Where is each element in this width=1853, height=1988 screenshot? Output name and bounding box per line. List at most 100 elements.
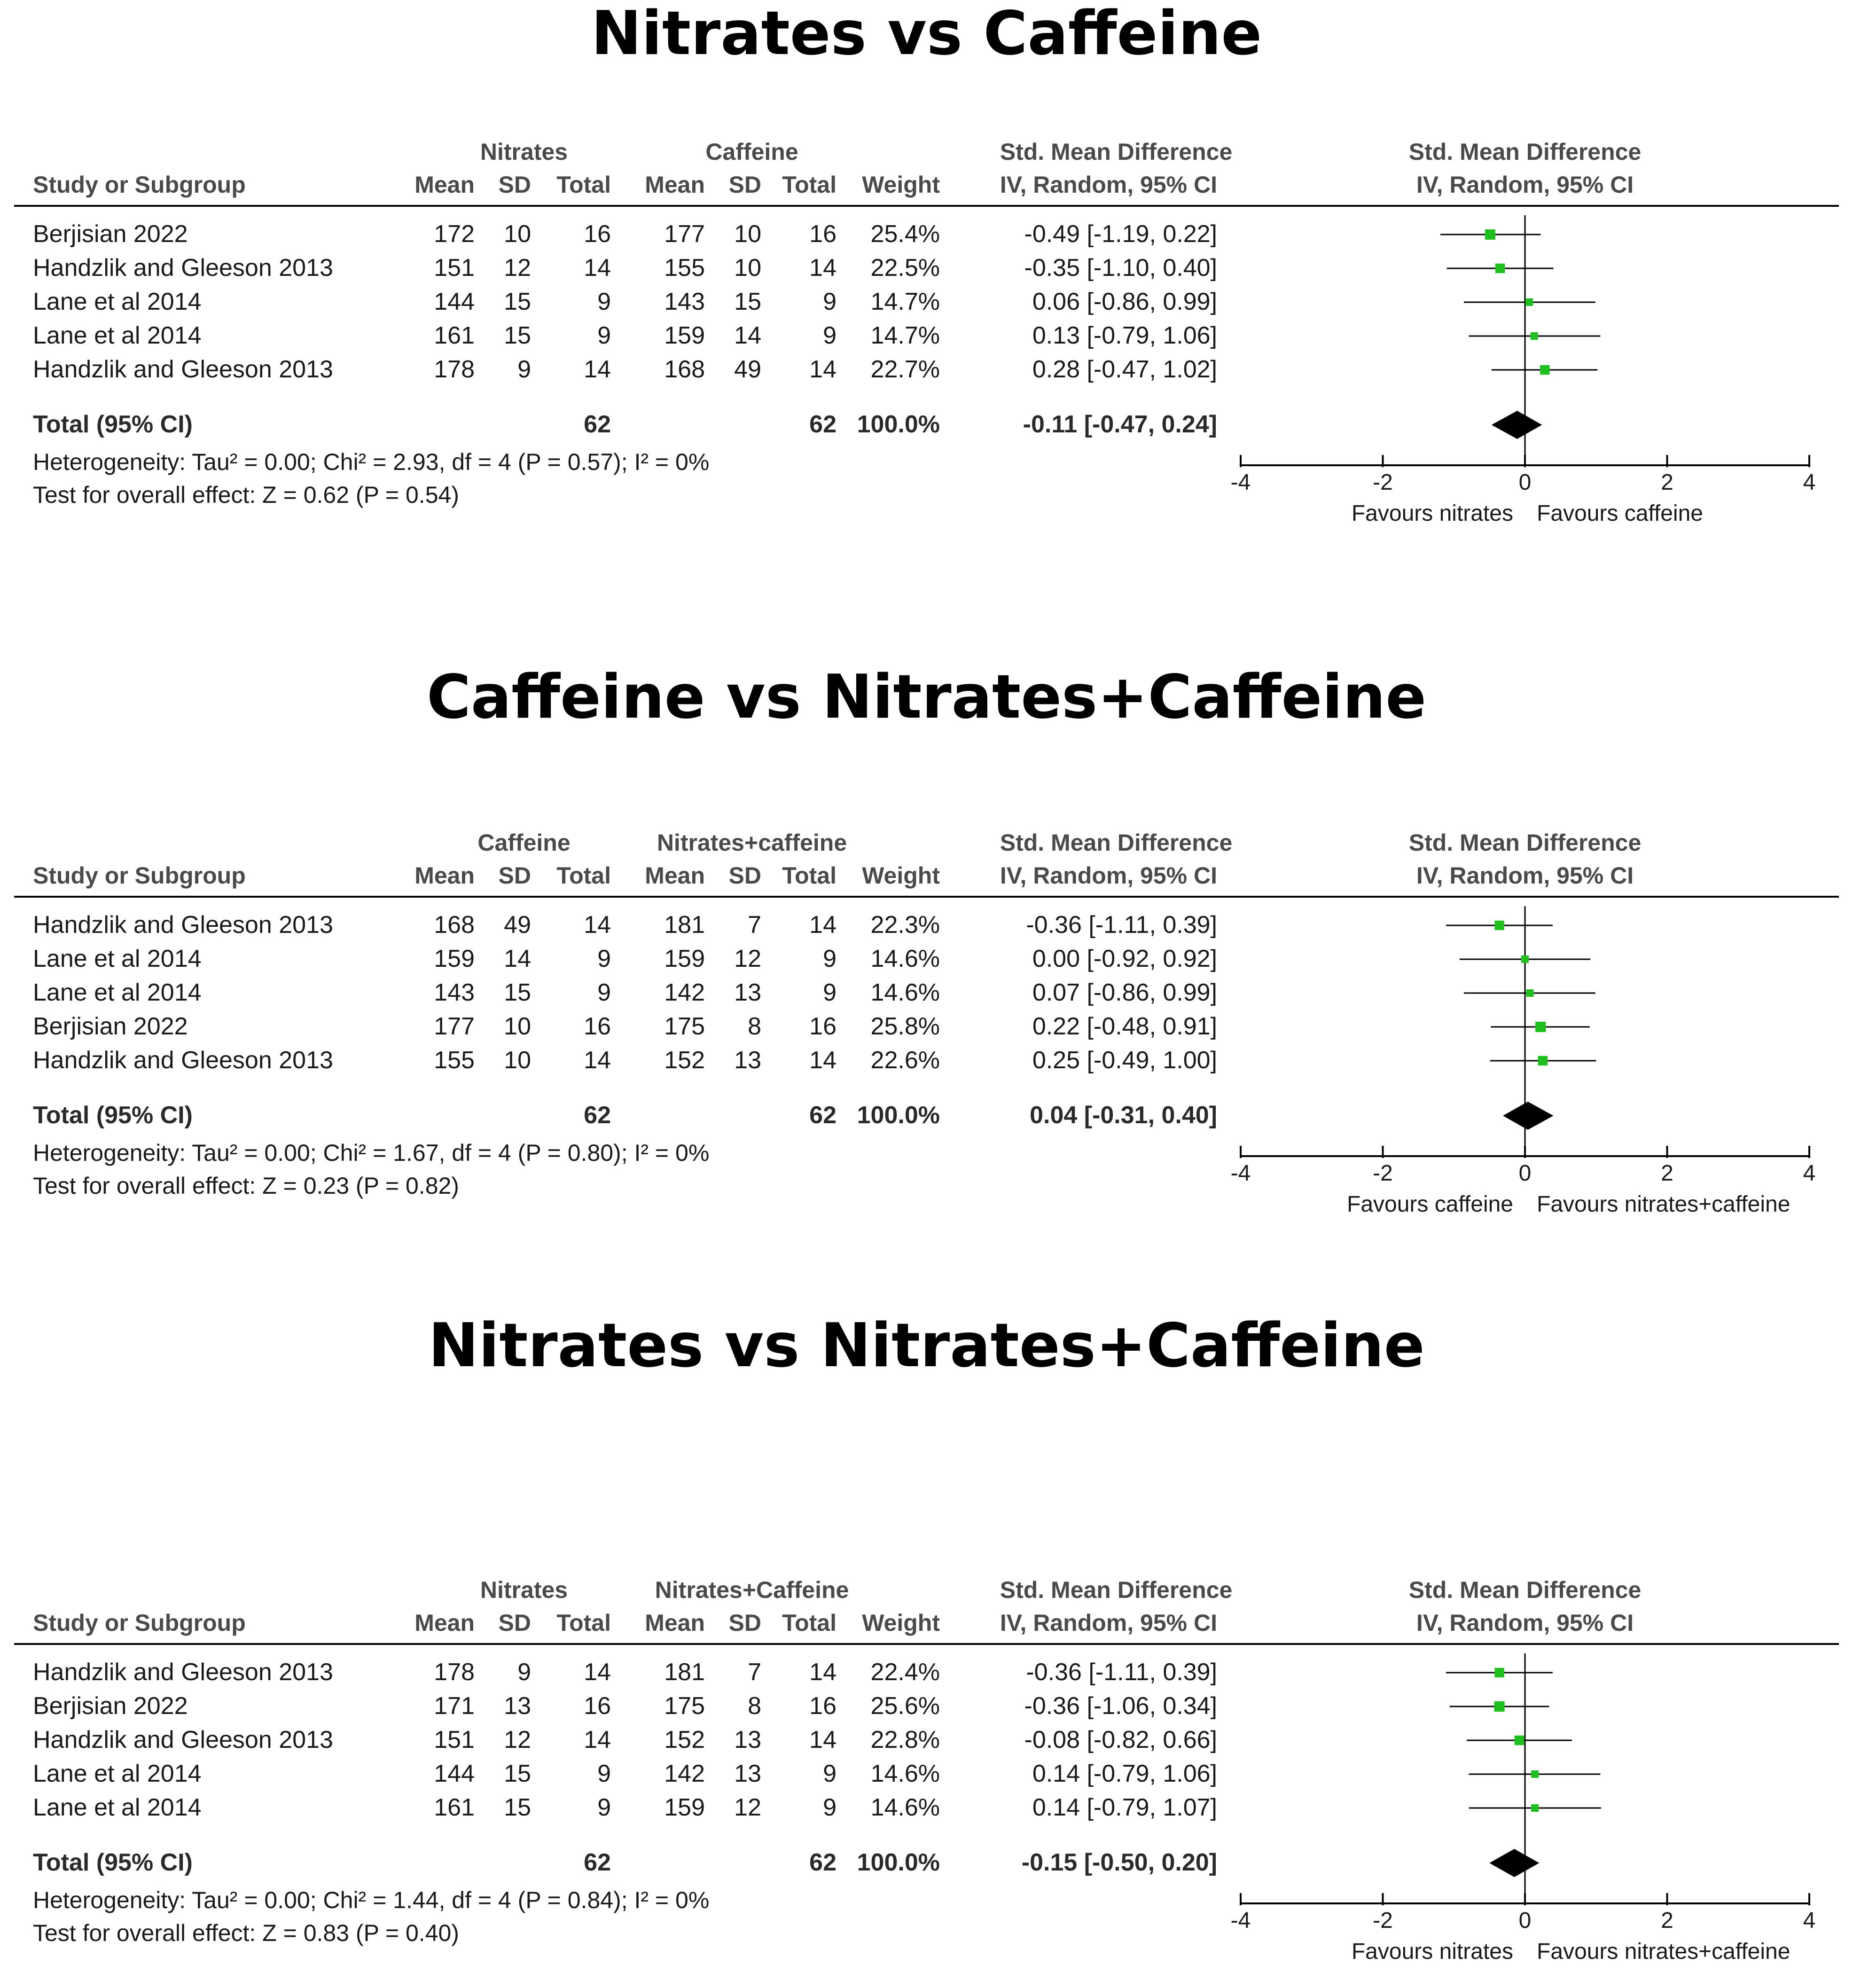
sd1-value: 9 (517, 1659, 531, 1686)
mean1-value: 143 (434, 979, 475, 1006)
ci-value: -0.36 [-1.11, 0.39] (1026, 1659, 1217, 1686)
mean1-value: 144 (434, 1760, 475, 1787)
x-tick-label: -2 (1373, 470, 1393, 495)
study-marker (1485, 229, 1495, 240)
weight-value: 14.6% (871, 1794, 940, 1821)
chart-title-3: Nitrates vs Nitrates+Caffeine (428, 1311, 1425, 1381)
ci-value: -0.49 [-1.19, 0.22] (1024, 220, 1218, 248)
weight-value: 22.5% (871, 254, 940, 282)
total1-value: 14 (584, 254, 611, 282)
x-tick-label: 0 (1519, 1161, 1532, 1186)
sd2-value: 12 (734, 1794, 761, 1821)
total2-value: 14 (809, 356, 837, 383)
sd1-value: 13 (504, 1692, 531, 1720)
sd2-col-header: SD (729, 172, 761, 198)
study-col-header: Study or Subgroup (33, 862, 246, 889)
sd2-value: 15 (734, 288, 761, 315)
mean2-col-header: Mean (645, 1610, 705, 1636)
mean1-value: 178 (434, 356, 475, 383)
sd2-value: 8 (748, 1013, 761, 1040)
sd2-value: 8 (748, 1692, 761, 1720)
sd1-col-header: SD (499, 1610, 531, 1636)
group2-header: Nitrates+Caffeine (655, 1577, 849, 1603)
weight-col-header: Weight (862, 862, 940, 889)
group2-header: Nitrates+caffeine (657, 830, 847, 856)
study-marker (1530, 332, 1538, 340)
sd2-value: 7 (748, 1659, 761, 1686)
study-marker (1531, 1770, 1539, 1778)
weight-value: 22.8% (871, 1726, 940, 1753)
total2-n: 62 (809, 411, 837, 438)
study-marker (1538, 1056, 1548, 1066)
study-name: Lane et al 2014 (33, 1760, 202, 1787)
total1-value: 9 (597, 322, 611, 349)
mean1-value: 161 (434, 322, 475, 349)
study-marker (1494, 920, 1504, 931)
total2-value: 16 (809, 1692, 837, 1720)
study-name: Lane et al 2014 (33, 322, 202, 349)
ci-value: 0.07 [-0.86, 0.99] (1032, 979, 1217, 1006)
mean2-value: 181 (664, 1659, 705, 1686)
mean1-value: 168 (434, 911, 475, 939)
ci-value: 0.28 [-0.47, 1.02] (1032, 356, 1217, 383)
sd1-col-header: SD (499, 862, 531, 889)
x-tick-label: 0 (1519, 470, 1532, 495)
study-name: Lane et al 2014 (33, 945, 202, 972)
study-name: Handzlik and Gleeson 2013 (33, 254, 333, 282)
weight-value: 25.6% (871, 1692, 940, 1720)
plot-subheader: IV, Random, 95% CI (1416, 862, 1634, 889)
total2-value: 9 (823, 945, 837, 972)
total1-value: 9 (597, 1760, 611, 1787)
mean1-value: 151 (434, 254, 475, 282)
total2-value: 14 (809, 1726, 837, 1753)
favours-right-label: Favours caffeine (1537, 501, 1703, 526)
total2-col-header: Total (782, 172, 837, 198)
total1-value: 14 (584, 1047, 611, 1074)
x-tick-label: 4 (1803, 470, 1816, 495)
weight-value: 22.7% (871, 356, 940, 383)
overall-effect-text: Test for overall effect: Z = 0.23 (P = 0… (33, 1173, 459, 1199)
total2-value: 9 (823, 1760, 837, 1787)
total1-col-header: Total (556, 1610, 611, 1636)
total2-value: 14 (809, 254, 837, 282)
group1-header: Nitrates (480, 1577, 568, 1603)
mean1-col-header: Mean (414, 172, 475, 198)
smd-header: Std. Mean Difference (1000, 830, 1233, 856)
plot-header: Std. Mean Difference (1409, 1577, 1642, 1603)
favours-left-label: Favours caffeine (1347, 1192, 1513, 1217)
forest-svg: Nitrates Caffeine Std. Mean Difference Std.… (14, 139, 1839, 526)
total1-value: 16 (584, 1692, 611, 1720)
mean1-value: 177 (434, 1013, 475, 1040)
study-name: Lane et al 2014 (33, 1794, 202, 1821)
total2-value: 9 (823, 288, 837, 315)
study-name: Handzlik and Gleeson 2013 (33, 1047, 333, 1074)
study-marker (1525, 298, 1533, 306)
sd2-value: 13 (734, 1047, 761, 1074)
sd1-value: 15 (504, 1794, 531, 1821)
overall-effect-text: Test for overall effect: Z = 0.83 (P = 0… (33, 1920, 459, 1946)
mean1-value: 161 (434, 1794, 475, 1821)
total2-value: 9 (823, 979, 837, 1006)
total2-value: 9 (823, 322, 837, 349)
mean2-value: 175 (664, 1692, 705, 1720)
pooled-diamond (1491, 411, 1542, 439)
x-tick-label: -2 (1373, 1908, 1393, 1933)
sd1-value: 15 (504, 288, 531, 315)
ci-value: -0.36 [-1.11, 0.39] (1026, 911, 1217, 939)
group1-header: Caffeine (477, 830, 570, 856)
pooled-diamond (1489, 1849, 1540, 1877)
total-label: Total (95% CI) (33, 411, 193, 438)
total2-value: 14 (809, 1047, 837, 1074)
study-marker (1535, 1021, 1546, 1033)
total1-value: 16 (584, 220, 611, 248)
study-marker (1526, 989, 1534, 997)
ci-value: 0.13 [-0.79, 1.06] (1032, 322, 1217, 349)
plot-subheader: IV, Random, 95% CI (1416, 172, 1634, 198)
favours-right-label: Favours nitrates+caffeine (1537, 1192, 1790, 1217)
sd2-value: 10 (734, 220, 761, 248)
x-tick-label: 4 (1803, 1161, 1816, 1186)
total2-value: 16 (809, 1013, 837, 1040)
total-ci: 0.04 [-0.31, 0.40] (1030, 1102, 1217, 1129)
ci-value: 0.00 [-0.92, 0.92] (1032, 945, 1217, 972)
total1-value: 14 (584, 1726, 611, 1753)
